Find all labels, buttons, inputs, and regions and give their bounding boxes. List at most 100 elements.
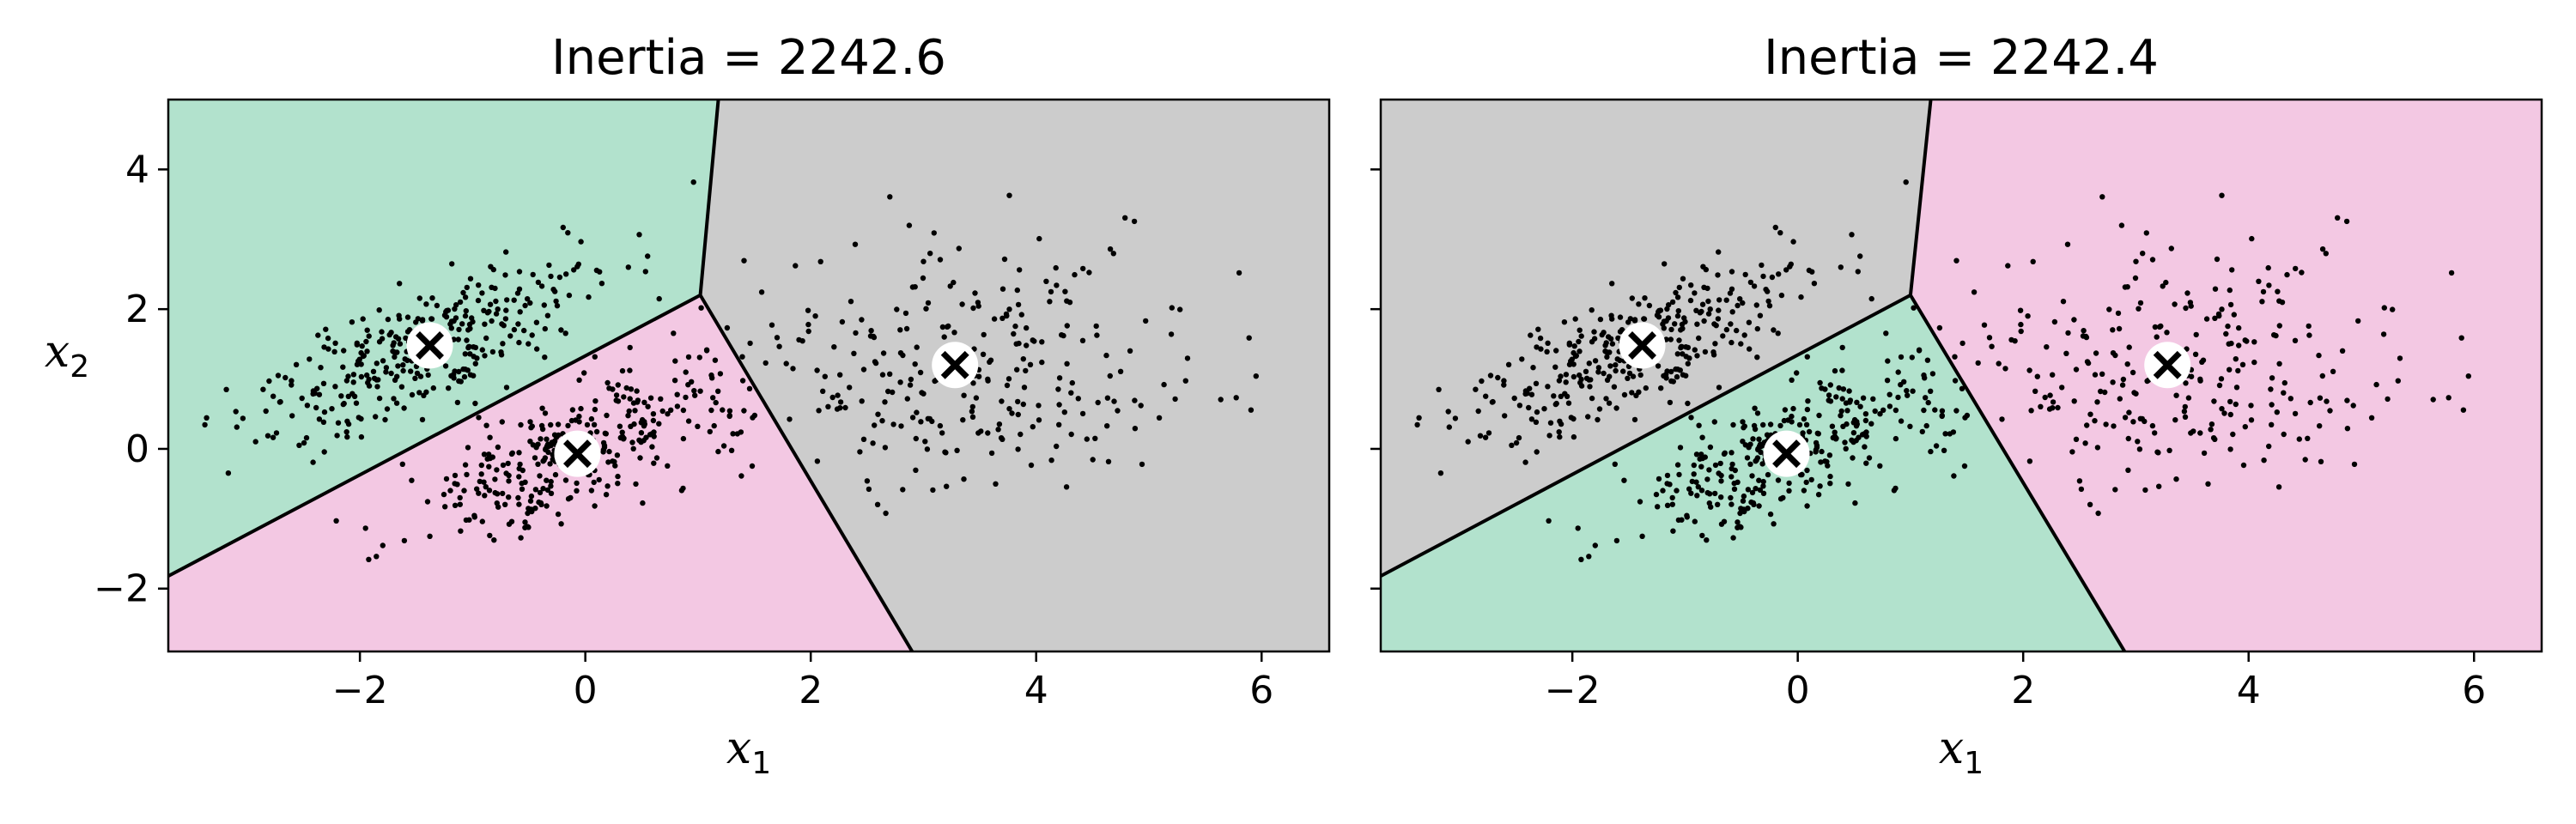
data-point (623, 385, 629, 391)
data-point (672, 358, 678, 364)
data-point (321, 449, 327, 455)
data-point (870, 440, 876, 446)
data-point (462, 312, 469, 319)
data-point (373, 414, 379, 420)
data-point (1629, 295, 1636, 301)
data-point (1604, 354, 1610, 360)
data-point (2460, 407, 2467, 413)
data-point (1849, 232, 1855, 238)
data-point (1789, 377, 1795, 383)
data-point (1740, 419, 1746, 425)
data-point (1862, 411, 1869, 417)
data-point (508, 518, 515, 524)
data-point (1686, 486, 1692, 492)
data-point (650, 417, 657, 424)
data-point (1765, 471, 1771, 478)
data-point (1971, 289, 1978, 295)
data-point (605, 483, 611, 489)
data-point (1595, 369, 1601, 375)
data-point (930, 487, 936, 494)
data-point (923, 306, 929, 312)
data-point (2192, 351, 2199, 357)
data-point (612, 463, 618, 469)
data-point (1553, 400, 1559, 407)
data-point (1619, 327, 1625, 333)
data-point (1012, 323, 1018, 330)
data-point (487, 532, 493, 539)
data-point (500, 341, 506, 347)
data-point (1718, 472, 1724, 479)
data-point (1633, 392, 1639, 398)
data-point (1578, 333, 1584, 339)
data-point (2219, 306, 2225, 312)
data-point (2269, 375, 2275, 381)
data-point (1723, 326, 1730, 333)
data-point (495, 306, 501, 312)
data-point (969, 403, 976, 410)
data-point (1961, 463, 1968, 470)
data-point (1519, 356, 1525, 362)
data-point (1613, 367, 1619, 374)
data-point (1789, 413, 1795, 420)
data-point (1018, 431, 1024, 438)
x-tick-label: 4 (1024, 669, 1048, 712)
data-point (2026, 458, 2033, 464)
data-point (1713, 323, 1719, 329)
data-point (1685, 344, 1692, 351)
data-point (999, 286, 1006, 292)
data-point (749, 463, 756, 470)
data-point (2092, 418, 2098, 424)
data-point (409, 477, 415, 483)
data-point (1577, 348, 1583, 354)
data-point (1115, 408, 1121, 414)
data-point (1728, 501, 1735, 507)
x-tick-label: 4 (2237, 669, 2261, 712)
data-point (710, 395, 716, 401)
data-point (908, 376, 914, 383)
data-point (1730, 421, 1736, 428)
data-point (289, 378, 295, 384)
data-point (944, 483, 950, 489)
data-point (613, 392, 620, 398)
data-point (487, 301, 494, 307)
data-point (2251, 359, 2257, 366)
data-point (276, 399, 283, 405)
data-point (477, 478, 483, 485)
data-point (1928, 448, 1934, 455)
data-point (500, 490, 506, 497)
data-point (393, 400, 400, 406)
data-point (1670, 528, 1676, 534)
right-x-axis-label-subscript: 1 (1964, 746, 1984, 781)
data-point (2212, 286, 2219, 292)
data-point (1528, 416, 1535, 422)
data-point (578, 239, 584, 245)
data-point (592, 354, 598, 360)
data-point (1735, 519, 1741, 525)
data-point (1765, 298, 1771, 305)
data-point (533, 319, 540, 325)
data-point (1692, 290, 1698, 296)
data-point (1586, 360, 1593, 367)
data-point (625, 264, 631, 270)
data-point (1862, 444, 1868, 450)
right-x-axis-label-main: x (1939, 723, 1964, 774)
data-point (656, 295, 662, 302)
data-point (712, 357, 719, 363)
data-point (2276, 323, 2282, 329)
data-point (628, 423, 634, 429)
data-point (459, 321, 465, 327)
data-point (354, 361, 361, 367)
data-point (1989, 343, 1995, 349)
data-point (1747, 346, 1753, 352)
data-point (1688, 415, 1694, 421)
data-point (2076, 478, 2083, 484)
data-point (1558, 393, 1564, 399)
data-point (1020, 356, 1027, 362)
data-point (416, 295, 422, 301)
data-point (2142, 487, 2148, 494)
data-point (1749, 489, 1756, 496)
data-point (914, 409, 920, 415)
data-point (853, 330, 859, 336)
data-point (514, 290, 521, 296)
